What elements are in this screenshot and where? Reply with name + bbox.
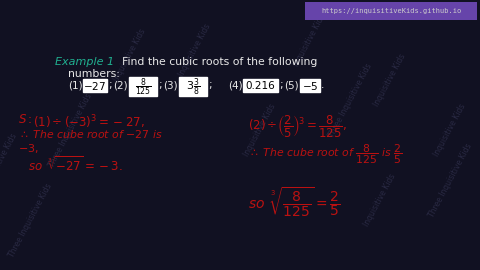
Text: Inquisitive Kids: Inquisitive Kids xyxy=(432,102,468,158)
Bar xyxy=(129,77,157,96)
Text: $(2)\div\!\left(\dfrac{2}{5}\right)^{\!3}=\dfrac{8}{125},$: $(2)\div\!\left(\dfrac{2}{5}\right)^{\!3… xyxy=(248,113,347,139)
Text: Inquisitive Kids: Inquisitive Kids xyxy=(372,52,408,108)
Text: $\therefore$ The cube root of $-27$ is: $\therefore$ The cube root of $-27$ is xyxy=(18,128,163,140)
Bar xyxy=(243,79,278,92)
Text: Inquisitive Kids: Inquisitive Kids xyxy=(177,22,213,78)
Bar xyxy=(83,79,107,92)
Text: $3\frac{3}{8}$: $3\frac{3}{8}$ xyxy=(186,76,200,98)
Text: $\therefore$ The cube root of $\dfrac{8}{125}$ is $\dfrac{2}{5}$: $\therefore$ The cube root of $\dfrac{8}… xyxy=(248,143,402,166)
Text: $S:$: $S:$ xyxy=(18,113,32,126)
Text: $so\enspace \sqrt[3]{-27}=-3.$: $so\enspace \sqrt[3]{-27}=-3.$ xyxy=(28,155,123,174)
Text: (4): (4) xyxy=(228,80,242,90)
Text: $-27$: $-27$ xyxy=(84,80,107,92)
Text: $so\enspace\sqrt[3]{\dfrac{8}{125}}=\dfrac{2}{5}$: $so\enspace\sqrt[3]{\dfrac{8}{125}}=\dfr… xyxy=(248,185,341,219)
Bar xyxy=(179,77,207,96)
Text: Example 1: Example 1 xyxy=(55,57,114,67)
Text: Three Inquisitive Kids: Three Inquisitive Kids xyxy=(7,181,53,259)
Text: Inquisitive Kids: Inquisitive Kids xyxy=(112,27,148,83)
Text: $-5$: $-5$ xyxy=(302,80,318,92)
Text: ;: ; xyxy=(158,80,162,90)
Text: Inquisitive Kids: Inquisitive Kids xyxy=(292,12,328,68)
Bar xyxy=(305,2,477,20)
Text: Find the cubic roots of the following: Find the cubic roots of the following xyxy=(122,57,317,67)
Text: Three Inquisitive Kids: Three Inquisitive Kids xyxy=(47,92,94,168)
Text: .: . xyxy=(321,80,324,90)
Text: https://inquisitiveKids.github.io: https://inquisitiveKids.github.io xyxy=(321,8,461,14)
Text: $-3,$: $-3,$ xyxy=(18,142,39,155)
Text: (5): (5) xyxy=(284,80,299,90)
Text: ;: ; xyxy=(208,80,212,90)
Text: $(1)\div(-3)^{3}=-27,$: $(1)\div(-3)^{3}=-27,$ xyxy=(33,113,144,131)
Text: Inquisitive Kids: Inquisitive Kids xyxy=(242,102,277,158)
Text: Inquisitive Kids: Inquisitive Kids xyxy=(362,172,397,228)
Text: ;: ; xyxy=(108,80,112,90)
Bar xyxy=(300,79,320,92)
Text: 0.216: 0.216 xyxy=(245,81,275,91)
Text: numbers:: numbers: xyxy=(68,69,120,79)
Text: (2): (2) xyxy=(113,80,128,90)
Text: (3): (3) xyxy=(163,80,178,90)
Text: ;: ; xyxy=(279,80,283,90)
Text: (1): (1) xyxy=(68,80,83,90)
Text: $\frac{8}{125}$: $\frac{8}{125}$ xyxy=(134,76,151,98)
Text: Three Inquisitive Kids: Three Inquisitive Kids xyxy=(326,61,373,139)
Text: Three Inquisitive Kids: Three Inquisitive Kids xyxy=(0,131,18,209)
Text: Three Inquisitive Kids: Three Inquisitive Kids xyxy=(427,141,473,219)
